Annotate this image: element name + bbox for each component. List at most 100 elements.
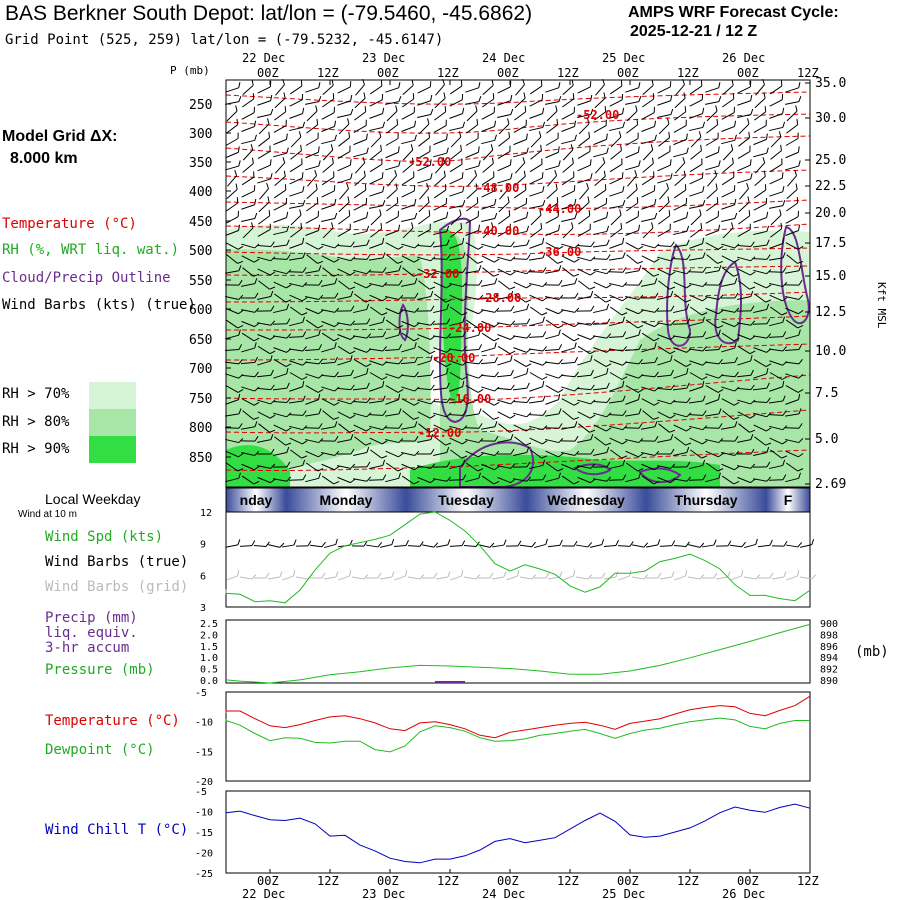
wind-barb-staff <box>577 268 591 276</box>
wind-barb-staff <box>769 437 783 445</box>
wind-barb <box>561 171 575 186</box>
wind-barb-flag <box>446 461 451 468</box>
wind-barb-flag <box>702 380 705 387</box>
wind-barb-flag <box>254 278 258 284</box>
wind-barb <box>673 184 687 199</box>
wind-barb-staff <box>578 137 590 147</box>
wind-barb <box>785 385 804 393</box>
wind-barb <box>593 269 612 275</box>
wind-barb <box>624 358 643 365</box>
wind-barb-staff <box>737 150 751 160</box>
wind-barb <box>368 346 387 352</box>
wind-barb <box>689 172 704 185</box>
wind-barb-staff <box>257 322 271 326</box>
wind-barb-staff <box>530 150 542 160</box>
grid-wind-barb <box>380 571 395 580</box>
wind-barb-flag <box>349 350 356 355</box>
wind-barb-staff <box>465 413 479 417</box>
wind-barb-staff <box>354 293 366 303</box>
wind-barb-staff <box>641 176 655 186</box>
wind-barb-flag <box>542 395 546 402</box>
wind-barb-staff <box>672 401 688 403</box>
wind-barb-staff <box>545 230 559 236</box>
wind-barb <box>609 437 628 445</box>
wind-barb-staff <box>497 229 511 237</box>
wind-barb <box>658 280 676 290</box>
wind-barb-staff <box>656 387 672 391</box>
wind-barb-staff <box>273 189 287 199</box>
wind-barb-flag <box>334 450 340 456</box>
wind-barb <box>529 372 548 380</box>
wind-barb-staff <box>626 124 638 134</box>
wind-barb-flag <box>525 119 527 126</box>
rh-80-swatch <box>89 409 136 436</box>
temperature-contour-label: -52.00 <box>408 155 451 169</box>
surface-wind-barb-flag <box>727 540 732 547</box>
wind-barb-flag <box>461 93 464 100</box>
surface-wind-barb-staff <box>603 544 617 548</box>
wind-barb-flag <box>717 210 719 217</box>
wind-barb-flag <box>734 421 738 427</box>
wind-barb <box>497 81 512 94</box>
model-grid-value: 8.000 km <box>10 150 78 167</box>
wind-barb-staff <box>609 85 623 95</box>
wind-barb-staff <box>497 360 511 366</box>
bottom-time-tick-label: 12Z <box>437 874 459 888</box>
wind-barb-flag <box>478 408 482 415</box>
bottom-time-tick-label: 12Z <box>677 874 699 888</box>
wind-barb-staff <box>385 165 399 171</box>
wind-barb-staff <box>769 126 783 132</box>
grid-wind-barb-flag <box>545 572 550 579</box>
wind-barb-staff <box>753 189 767 199</box>
wind-barb-flag <box>525 442 532 446</box>
wind-barb-staff <box>594 293 606 303</box>
wind-barb-flag <box>638 423 643 429</box>
wind-barb <box>385 450 404 458</box>
wind-barb-flag <box>605 363 612 368</box>
wind-barb-flag <box>766 382 770 389</box>
wind-barb <box>497 448 515 455</box>
wind-barb-staff <box>355 84 365 96</box>
wind-barb-flag <box>478 265 482 271</box>
wind-barb <box>433 119 447 133</box>
wind-barb-flag <box>364 106 367 112</box>
weekday-label: Thursday <box>674 492 737 508</box>
wind-barb-flag <box>781 312 788 316</box>
wind-barb-staff <box>561 309 575 313</box>
wind-barb <box>561 243 580 249</box>
wind-barb <box>768 410 787 416</box>
wind-barb-flag <box>285 363 292 368</box>
wind-barb-flag <box>430 355 433 362</box>
wind-barb <box>722 410 740 420</box>
wind-barb-flag <box>510 271 516 276</box>
wind-barb-staff <box>737 399 751 405</box>
wind-barb-staff <box>640 374 656 378</box>
wind-barb-staff <box>608 348 624 352</box>
wind-barb-staff <box>465 385 479 393</box>
wind-barb <box>273 412 292 418</box>
wind-barb-staff <box>482 227 494 239</box>
wind-barb <box>450 209 462 226</box>
wind-barb-staff <box>513 217 527 223</box>
wind-barb-staff <box>690 449 702 459</box>
wind-barb-staff <box>722 410 734 420</box>
wind-barb <box>673 281 692 289</box>
wind-barb-staff <box>337 178 351 184</box>
surface-wind-barb <box>757 539 773 548</box>
wind-barb-flag <box>462 107 465 114</box>
wind-barb-flag <box>397 389 404 393</box>
wind-barb-flag <box>430 320 436 326</box>
wind-barb <box>786 254 804 264</box>
wind-barb <box>449 380 465 392</box>
wind-barb-staff <box>322 267 334 277</box>
wind-barb-flag <box>366 446 370 453</box>
wind-barb-staff <box>304 349 320 351</box>
wind-barb-flag <box>236 118 239 125</box>
wind-barb-staff <box>337 100 351 106</box>
wind-barb-staff <box>433 189 447 199</box>
grid-wind-barb-flag <box>797 570 800 577</box>
wind-barb-staff <box>753 269 767 275</box>
wind-barb-staff <box>626 254 638 264</box>
wind-barb-staff <box>448 414 464 416</box>
wind-barb <box>225 96 242 105</box>
